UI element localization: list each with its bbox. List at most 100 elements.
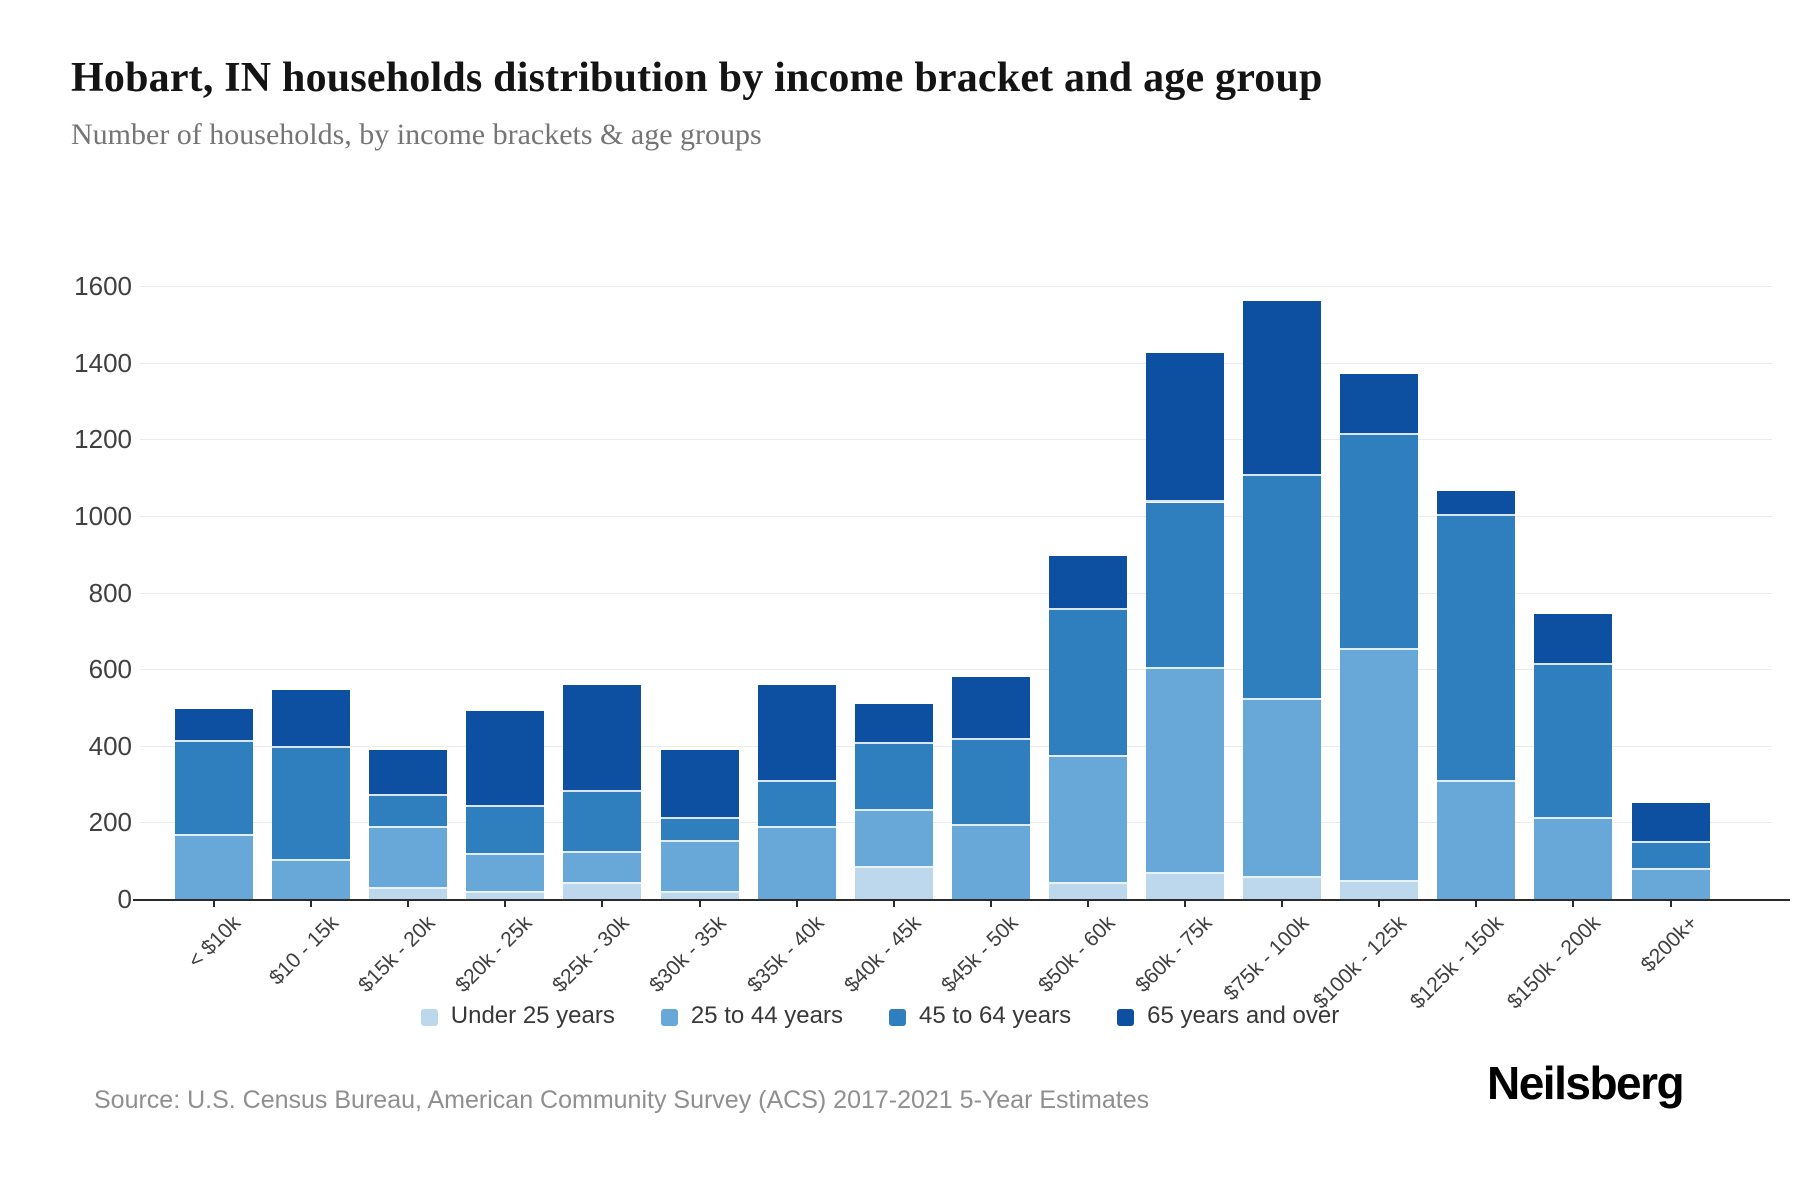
x-axis-line [133,899,1790,901]
legend-item-under-25-years[interactable]: Under 25 years [420,1002,615,1030]
bar-segment-45-to-64-years[interactable] [1146,502,1224,670]
bar-segment-65-years-and-over[interactable] [1340,374,1419,436]
y-axis-tick-label: 600 [88,654,132,685]
bar-segment-25-to-44-years[interactable] [1146,669,1224,875]
bar-segment-65-years-and-over[interactable] [660,749,739,819]
legend-item-45-to-64-years[interactable]: 45 to 64 years [888,1002,1071,1030]
bar-segment-45-to-64-years[interactable] [951,740,1030,827]
bar-segment-45-to-64-years[interactable] [854,743,933,811]
bar-segment-65-years-and-over[interactable] [951,676,1030,740]
legend-label: 25 to 44 years [690,1002,843,1029]
page-subtitle: Number of households, by income brackets… [71,118,762,151]
y-axis-tick-label: 800 [88,577,132,608]
bar-segment-65-years-and-over[interactable] [757,684,836,783]
bar-segment-65-years-and-over[interactable] [466,711,545,808]
x-axis-tick [1086,901,1089,907]
bar-segment-25-to-44-years[interactable] [951,826,1030,899]
bar-segment-45-to-64-years[interactable] [466,807,545,855]
bar-segment-under-25-years[interactable] [1146,874,1224,899]
bar-segment-25-to-44-years[interactable] [1340,650,1419,882]
bar-segment-45-to-64-years[interactable] [660,818,739,842]
bar-segment-65-years-and-over[interactable] [1048,556,1127,610]
y-axis-tick-label: 1000 [74,500,132,531]
bar-segment-65-years-and-over[interactable] [563,684,642,792]
brand-logo: Neilsberg [1487,1057,1685,1109]
x-axis-tick [504,901,507,907]
legend-swatch-icon [660,1008,678,1026]
y-axis-tick-label: 400 [88,730,132,761]
bar-segment-under-25-years[interactable] [369,889,448,899]
x-axis-tick [1572,901,1575,907]
bar-segment-under-25-years[interactable] [466,893,545,899]
gridline [140,286,1772,287]
legend-swatch-icon [888,1008,906,1026]
y-axis-tick-label: 1400 [74,347,132,378]
bar-segment-65-years-and-over[interactable] [1243,301,1322,476]
bar-segment-under-25-years[interactable] [563,883,642,899]
bar-segment-under-25-years[interactable] [854,868,933,899]
y-axis-tick-label: 0 [117,884,132,914]
x-axis-tick-label: $50k - 60k [1033,911,1120,997]
bar-segment-65-years-and-over[interactable] [175,709,253,742]
bar-segment-65-years-and-over[interactable] [369,749,448,796]
bar-segment-25-to-44-years[interactable] [175,835,253,899]
x-axis-tick [310,901,313,907]
gridline [140,362,1772,364]
bar-segment-under-25-years[interactable] [660,893,739,899]
x-axis-tick-label: $75k - 100k [1219,911,1314,1006]
x-axis-tick [1281,901,1284,907]
bar-segment-25-to-44-years[interactable] [369,828,448,890]
bar-segment-65-years-and-over[interactable] [854,703,933,744]
bar-segment-45-to-64-years[interactable] [757,782,836,829]
bar-segment-45-to-64-years[interactable] [1243,475,1322,700]
x-axis-tick [1475,901,1478,907]
bar-segment-65-years-and-over[interactable] [272,690,351,748]
x-axis-tick-label: $125k - 150k [1405,911,1508,1014]
bar-segment-45-to-64-years[interactable] [563,791,642,853]
bar-segment-65-years-and-over[interactable] [1534,613,1613,666]
legend: Under 25 years 25 to 44 years 45 to 64 yea… [0,1002,1760,1030]
bar-segment-45-to-64-years[interactable] [1534,665,1613,819]
x-axis-tick-label: $100k - 125k [1308,911,1411,1014]
bar-segment-45-to-64-years[interactable] [1048,609,1127,758]
legend-item-65-years-and-over[interactable]: 65 years and over [1117,1002,1339,1030]
x-axis-tick-label: $60k - 75k [1130,911,1217,997]
x-axis-tick [1378,901,1381,907]
bar-segment-25-to-44-years[interactable] [1631,870,1710,899]
bar-segment-45-to-64-years[interactable] [1437,515,1516,783]
x-axis-tick-label: $10 - 15k [264,911,343,990]
legend-label: Under 25 years [450,1002,615,1029]
bar-segment-25-to-44-years[interactable] [1534,818,1613,899]
bar-segment-under-25-years[interactable] [1243,877,1322,899]
bar-segment-25-to-44-years[interactable] [757,828,836,899]
x-axis-tick [1184,901,1186,907]
x-axis-tick [213,901,215,907]
bar-segment-25-to-44-years[interactable] [1437,782,1516,899]
source-text: Source: U.S. Census Bureau, American Com… [94,1086,1150,1114]
bar-segment-45-to-64-years[interactable] [369,795,448,829]
bar-segment-under-25-years[interactable] [1048,883,1127,899]
x-axis-tick [698,901,701,907]
y-axis-tick-label: 200 [88,807,132,838]
bar-segment-25-to-44-years[interactable] [854,810,933,869]
bar-segment-25-to-44-years[interactable] [563,853,642,884]
bar-segment-25-to-44-years[interactable] [1243,699,1322,878]
bar-segment-under-25-years[interactable] [1340,881,1419,899]
bar-segment-45-to-64-years[interactable] [1631,843,1710,871]
bar-segment-45-to-64-years[interactable] [175,741,253,836]
bar-segment-45-to-64-years[interactable] [1340,435,1419,650]
x-axis-tick-label: < $10k [184,911,246,973]
legend-item-25-to-44-years[interactable]: 25 to 44 years [660,1002,843,1030]
x-axis-tick [989,901,992,907]
bar-segment-65-years-and-over[interactable] [1631,803,1710,844]
x-axis-tick [892,901,895,907]
bar-segment-25-to-44-years[interactable] [466,854,545,894]
bar-segment-65-years-and-over[interactable] [1146,353,1224,503]
bar-segment-45-to-64-years[interactable] [272,747,351,861]
bar-segment-25-to-44-years[interactable] [272,860,351,899]
bar-segment-25-to-44-years[interactable] [660,841,739,894]
bar-segment-25-to-44-years[interactable] [1048,757,1127,884]
bar-segment-65-years-and-over[interactable] [1437,491,1516,516]
x-axis-tick-label: $150k - 200k [1502,911,1605,1014]
